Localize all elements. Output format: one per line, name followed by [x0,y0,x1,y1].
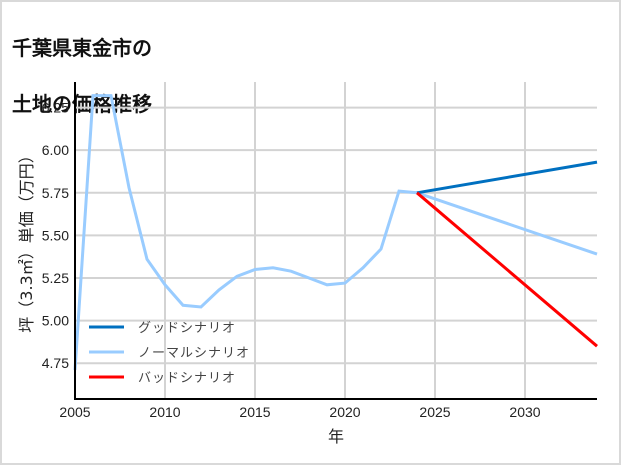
x-tick-labels: 2005 2010 2015 2020 2025 2030 [59,404,540,420]
series-line [416,160,598,195]
y-tick-label: 5.00 [42,313,69,329]
legend-label: ノーマルシナリオ [138,346,250,361]
x-axis-title: 年 [328,427,344,446]
y-tick-label: 6.00 [42,142,69,158]
legend-label: バッドシナリオ [138,371,236,386]
x-tick-label: 2005 [59,404,90,420]
x-tick-label: 2030 [509,404,540,420]
y-axis-title: 坪（3.3㎡）単価（万円） [17,147,36,332]
y-tick-label: 5.50 [42,227,69,243]
y-tick-label: 5.25 [42,270,69,286]
series-lines [73,94,598,371]
chart-title: 千葉県東金市の 土地の価格推移 [12,6,152,146]
series-line [416,191,598,348]
x-tick-label: 2025 [419,404,450,420]
chart-title-line1: 千葉県東金市の [12,36,152,60]
series-line [73,94,418,371]
y-tick-label: 6.25 [42,100,69,116]
legend-label: グッドシナリオ [138,321,236,336]
x-tick-label: 2020 [329,404,360,420]
y-tick-labels: 4.75 5.00 5.25 5.50 5.75 6.00 6.25 [42,100,69,372]
y-tick-label: 5.75 [42,185,69,201]
y-tick-label: 4.75 [42,355,69,371]
x-tick-label: 2015 [239,404,270,420]
axes [74,82,597,400]
x-tick-label: 2010 [149,404,180,420]
chart-title-line2: 土地の価格推移 [12,92,152,116]
series-line [416,191,598,256]
